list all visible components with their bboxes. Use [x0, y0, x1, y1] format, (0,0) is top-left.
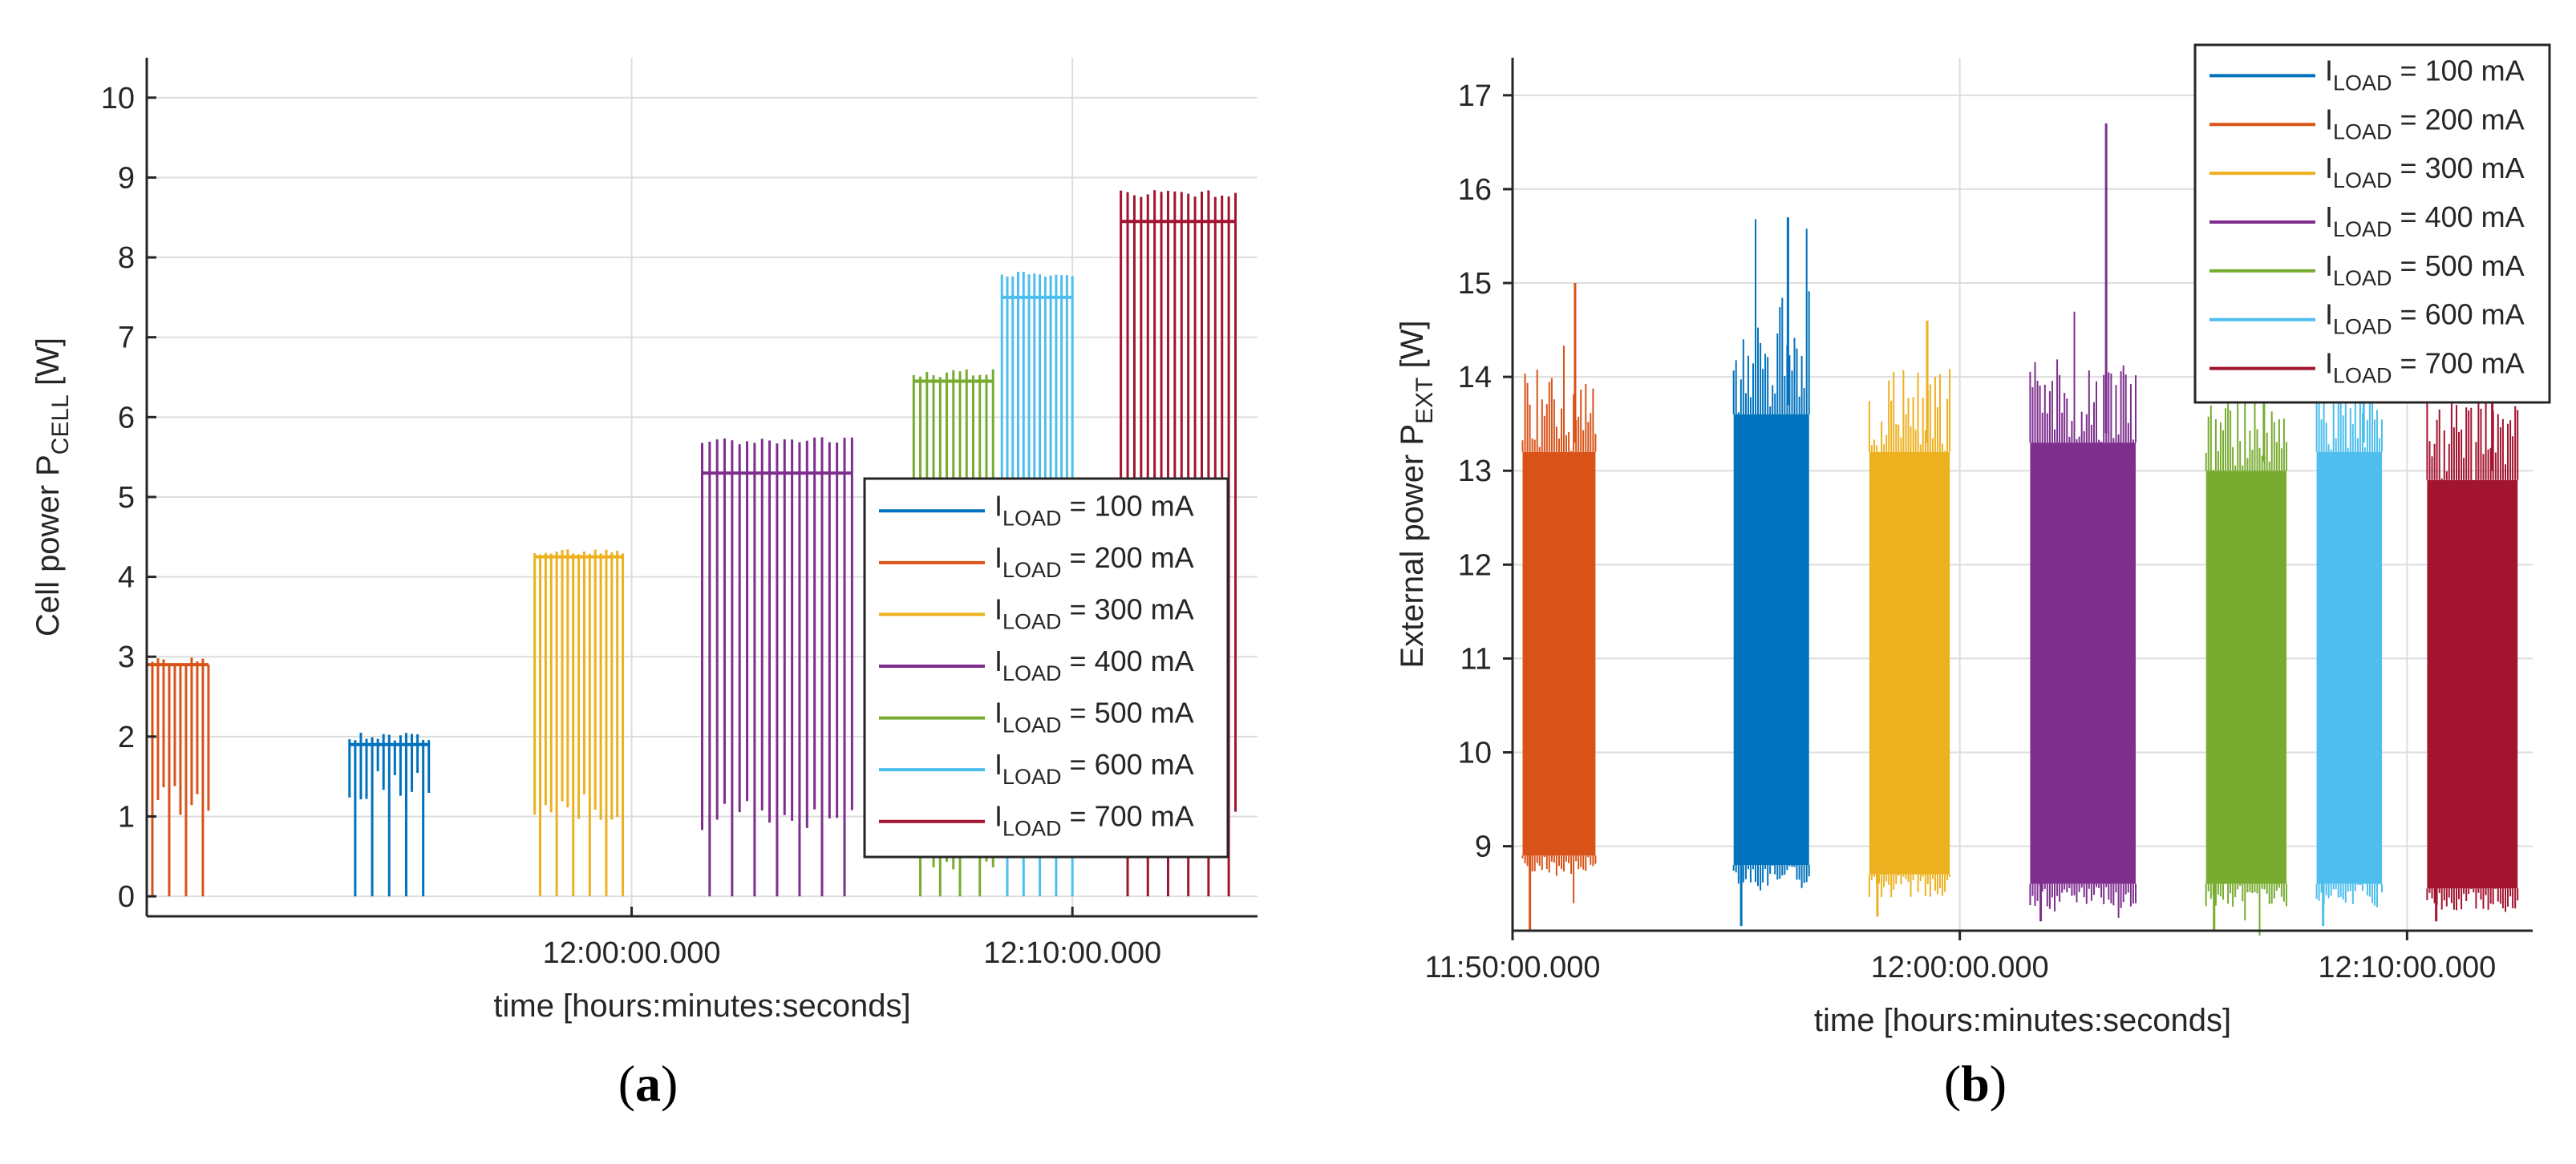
panel-label-a: (a)	[618, 1055, 678, 1112]
y-tick-label: 7	[118, 321, 135, 355]
legend-entry: ILOAD = 700 mA	[2325, 347, 2525, 388]
series-b-600-mA	[2315, 375, 2383, 927]
series-a-100-mA	[348, 732, 431, 897]
legend-entry: ILOAD = 500 mA	[2325, 249, 2525, 290]
series-noise-bottom	[1521, 855, 1597, 903]
series-b-700-mA	[2426, 374, 2519, 922]
y-tick-label: 9	[118, 161, 135, 195]
series-band	[1522, 451, 1596, 856]
legend-a: ILOAD = 100 mA ILOAD = 200 mA ILOAD = 300 …	[863, 477, 1229, 859]
series-noise-top	[2205, 386, 2287, 471]
x-tick-label: 12:10:00.000	[983, 936, 1161, 970]
series-band	[2316, 451, 2383, 884]
legend-entry: ILOAD = 200 mA	[2325, 103, 2525, 143]
panel-label-b: (b)	[1943, 1055, 2007, 1112]
x-tick-label: 12:00:00.000	[1871, 951, 2049, 984]
series-b-100-mA	[1732, 217, 1810, 927]
legend-entry: ILOAD = 600 mA	[2325, 298, 2525, 339]
y-tick-label: 8	[118, 241, 135, 275]
series-noise-bottom	[2426, 888, 2519, 912]
legend-b: ILOAD = 100 mA ILOAD = 200 mA ILOAD = 300 …	[2193, 43, 2551, 404]
series-noise-top	[2426, 374, 2519, 480]
panel-label-b-letter: b	[1961, 1055, 1990, 1112]
legend-entry: ILOAD = 100 mA	[2325, 54, 2525, 95]
panel-label-a-letter: a	[635, 1055, 661, 1112]
legend-entry: ILOAD = 700 mA	[994, 800, 1194, 841]
y-tick-label: 9	[1475, 831, 1492, 864]
series-noise-bottom	[2205, 883, 2287, 936]
legend-entry: ILOAD = 400 mA	[2325, 200, 2525, 241]
legend-entry: ILOAD = 300 mA	[2325, 152, 2525, 192]
series-a-400-mA	[701, 437, 853, 897]
series-band	[1733, 414, 1809, 866]
series-noise-top	[1521, 346, 1597, 452]
legend-entry: ILOAD = 600 mA	[994, 748, 1194, 789]
x-tick-label: 11:50:00.000	[1424, 951, 1600, 984]
y-tick-label: 10	[1458, 737, 1492, 770]
y-tick-label: 11	[1460, 642, 1492, 676]
y-tick-label: 6	[118, 401, 135, 434]
y-tick-label: 17	[1458, 79, 1492, 113]
y-tick-label: 16	[1458, 173, 1492, 207]
y-tick-label: 10	[101, 82, 135, 115]
series-band	[2205, 471, 2286, 884]
series-band	[2427, 479, 2518, 889]
y-axis-label: External power PEXT [W]	[1395, 320, 1438, 668]
series-band	[2030, 443, 2136, 884]
y-tick-label: 3	[118, 641, 135, 674]
y-tick-label: 12	[1458, 548, 1492, 582]
series-noise-top	[2029, 311, 2137, 443]
y-tick-label: 5	[118, 481, 135, 515]
y-tick-label: 13	[1458, 455, 1492, 488]
chart-panel-a: 0 1 2 3 4 5 6 7 8 9 10 12:00:00.000 12:10:00.000 time…	[30, 58, 1258, 1024]
y-tick-label: 14	[1458, 361, 1492, 394]
y-tick-label: 4	[118, 561, 135, 595]
legend-entry: ILOAD = 300 mA	[994, 592, 1194, 633]
series-b-300-mA	[1868, 320, 1951, 917]
y-axis-label: Cell power PCELL [W]	[30, 337, 74, 637]
series-b-200-mA	[1521, 283, 1597, 931]
legend-entry: ILOAD = 200 mA	[994, 541, 1194, 582]
legend-entry: ILOAD = 500 mA	[994, 697, 1194, 738]
series-noise-bottom	[2315, 883, 2383, 907]
series-b-400-mA	[2029, 123, 2137, 922]
y-tick-label: 15	[1458, 267, 1492, 301]
x-axis-label: time [hours:minutes:seconds]	[493, 988, 910, 1024]
y-tick-label: 0	[118, 880, 135, 914]
x-tick-label: 12:10:00.000	[2318, 951, 2496, 984]
series-b-500-mA	[2205, 358, 2287, 936]
legend-entry: ILOAD = 100 mA	[994, 489, 1194, 530]
series-noise-bottom	[1868, 874, 1951, 898]
series-a-300-mA	[533, 549, 625, 897]
series-noise-top	[1732, 219, 1810, 414]
series-a-200-mA	[145, 568, 210, 897]
series-band	[1869, 451, 1950, 875]
chart-panel-b: 9 10 11 12 13 14 15 16 17 11:50:00.000 12:00:00.00…	[1395, 43, 2551, 1038]
series-noise-top	[2315, 375, 2383, 452]
series-noise-bottom	[2029, 883, 2137, 918]
series-noise-top	[1868, 369, 1951, 452]
legend-entry: ILOAD = 400 mA	[994, 645, 1194, 685]
series-noise-bottom	[1732, 865, 1810, 891]
y-tick-label: 2	[118, 721, 135, 754]
x-tick-label: 12:00:00.000	[543, 936, 721, 970]
y-tick-label: 1	[118, 800, 135, 834]
x-axis-label: time [hours:minutes:seconds]	[1814, 1003, 2231, 1038]
